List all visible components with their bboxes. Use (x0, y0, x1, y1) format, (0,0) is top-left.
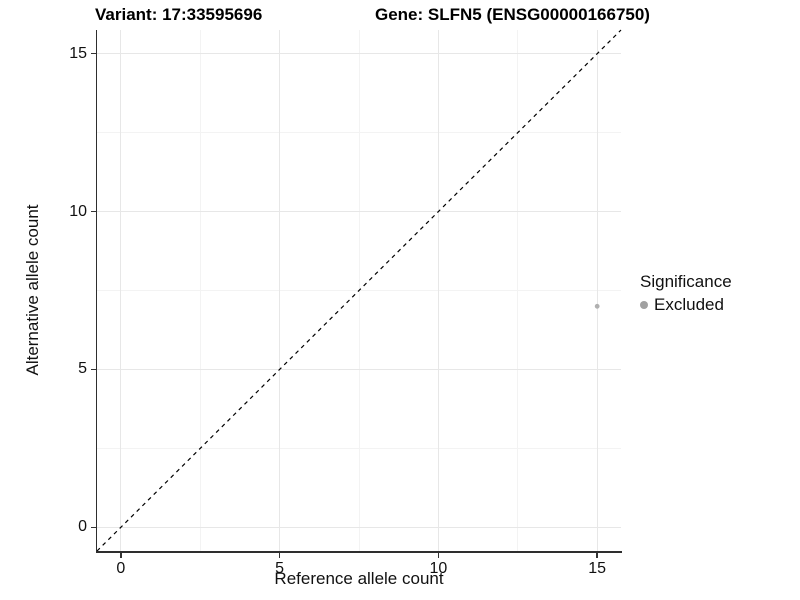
x-axis-line (95, 551, 622, 553)
legend-title: Significance (640, 272, 732, 291)
gridline-x-major (437, 30, 439, 551)
y-tick-mark (90, 52, 96, 55)
identity-line (96, 29, 622, 552)
y-axis-line (95, 30, 97, 552)
gridline-y-major (97, 211, 621, 213)
x-tick-mark (120, 552, 122, 558)
gene-title: Gene: SLFN5 (ENSG00000166750) (375, 5, 650, 24)
y-tick-mark (90, 368, 96, 371)
x-tick-mark (278, 552, 281, 558)
plot-panel (96, 29, 622, 552)
plot-svg (96, 29, 622, 552)
gridline-x-minor (517, 30, 519, 551)
variant-title: Variant: 17:33595696 (95, 5, 263, 24)
gridline-y-major (97, 368, 621, 370)
y-axis-title: Alternative allele count (23, 204, 42, 376)
y-tick-label: 5 (78, 360, 87, 378)
gridline-x-major (120, 30, 122, 551)
x-tick-label: 0 (116, 560, 126, 577)
legend-item-label: Excluded (654, 295, 724, 314)
x-axis-title: Reference allele count (274, 569, 444, 588)
y-tick-label: 15 (69, 44, 87, 62)
legend: Significance Excluded (640, 272, 732, 315)
data-point-excluded (594, 303, 600, 309)
gridline-y-major (97, 53, 621, 55)
y-tick-mark (90, 210, 96, 213)
x-tick-label: 5 (275, 560, 285, 577)
gridline-x-minor (199, 30, 201, 551)
y-tick-label: 10 (69, 202, 87, 220)
y-tick-mark (90, 526, 96, 529)
gridline-y-major (97, 526, 621, 528)
y-tick-label: 0 (78, 518, 87, 536)
x-tick-label: 15 (588, 560, 607, 577)
gridline-x-major (596, 30, 598, 551)
x-tick-mark (596, 552, 598, 558)
x-tick-label: 10 (429, 560, 448, 577)
excluded-dot-icon (640, 301, 648, 309)
legend-item-excluded: Excluded (640, 295, 732, 315)
x-tick-mark (437, 552, 440, 558)
gridline-x-major (279, 30, 281, 551)
